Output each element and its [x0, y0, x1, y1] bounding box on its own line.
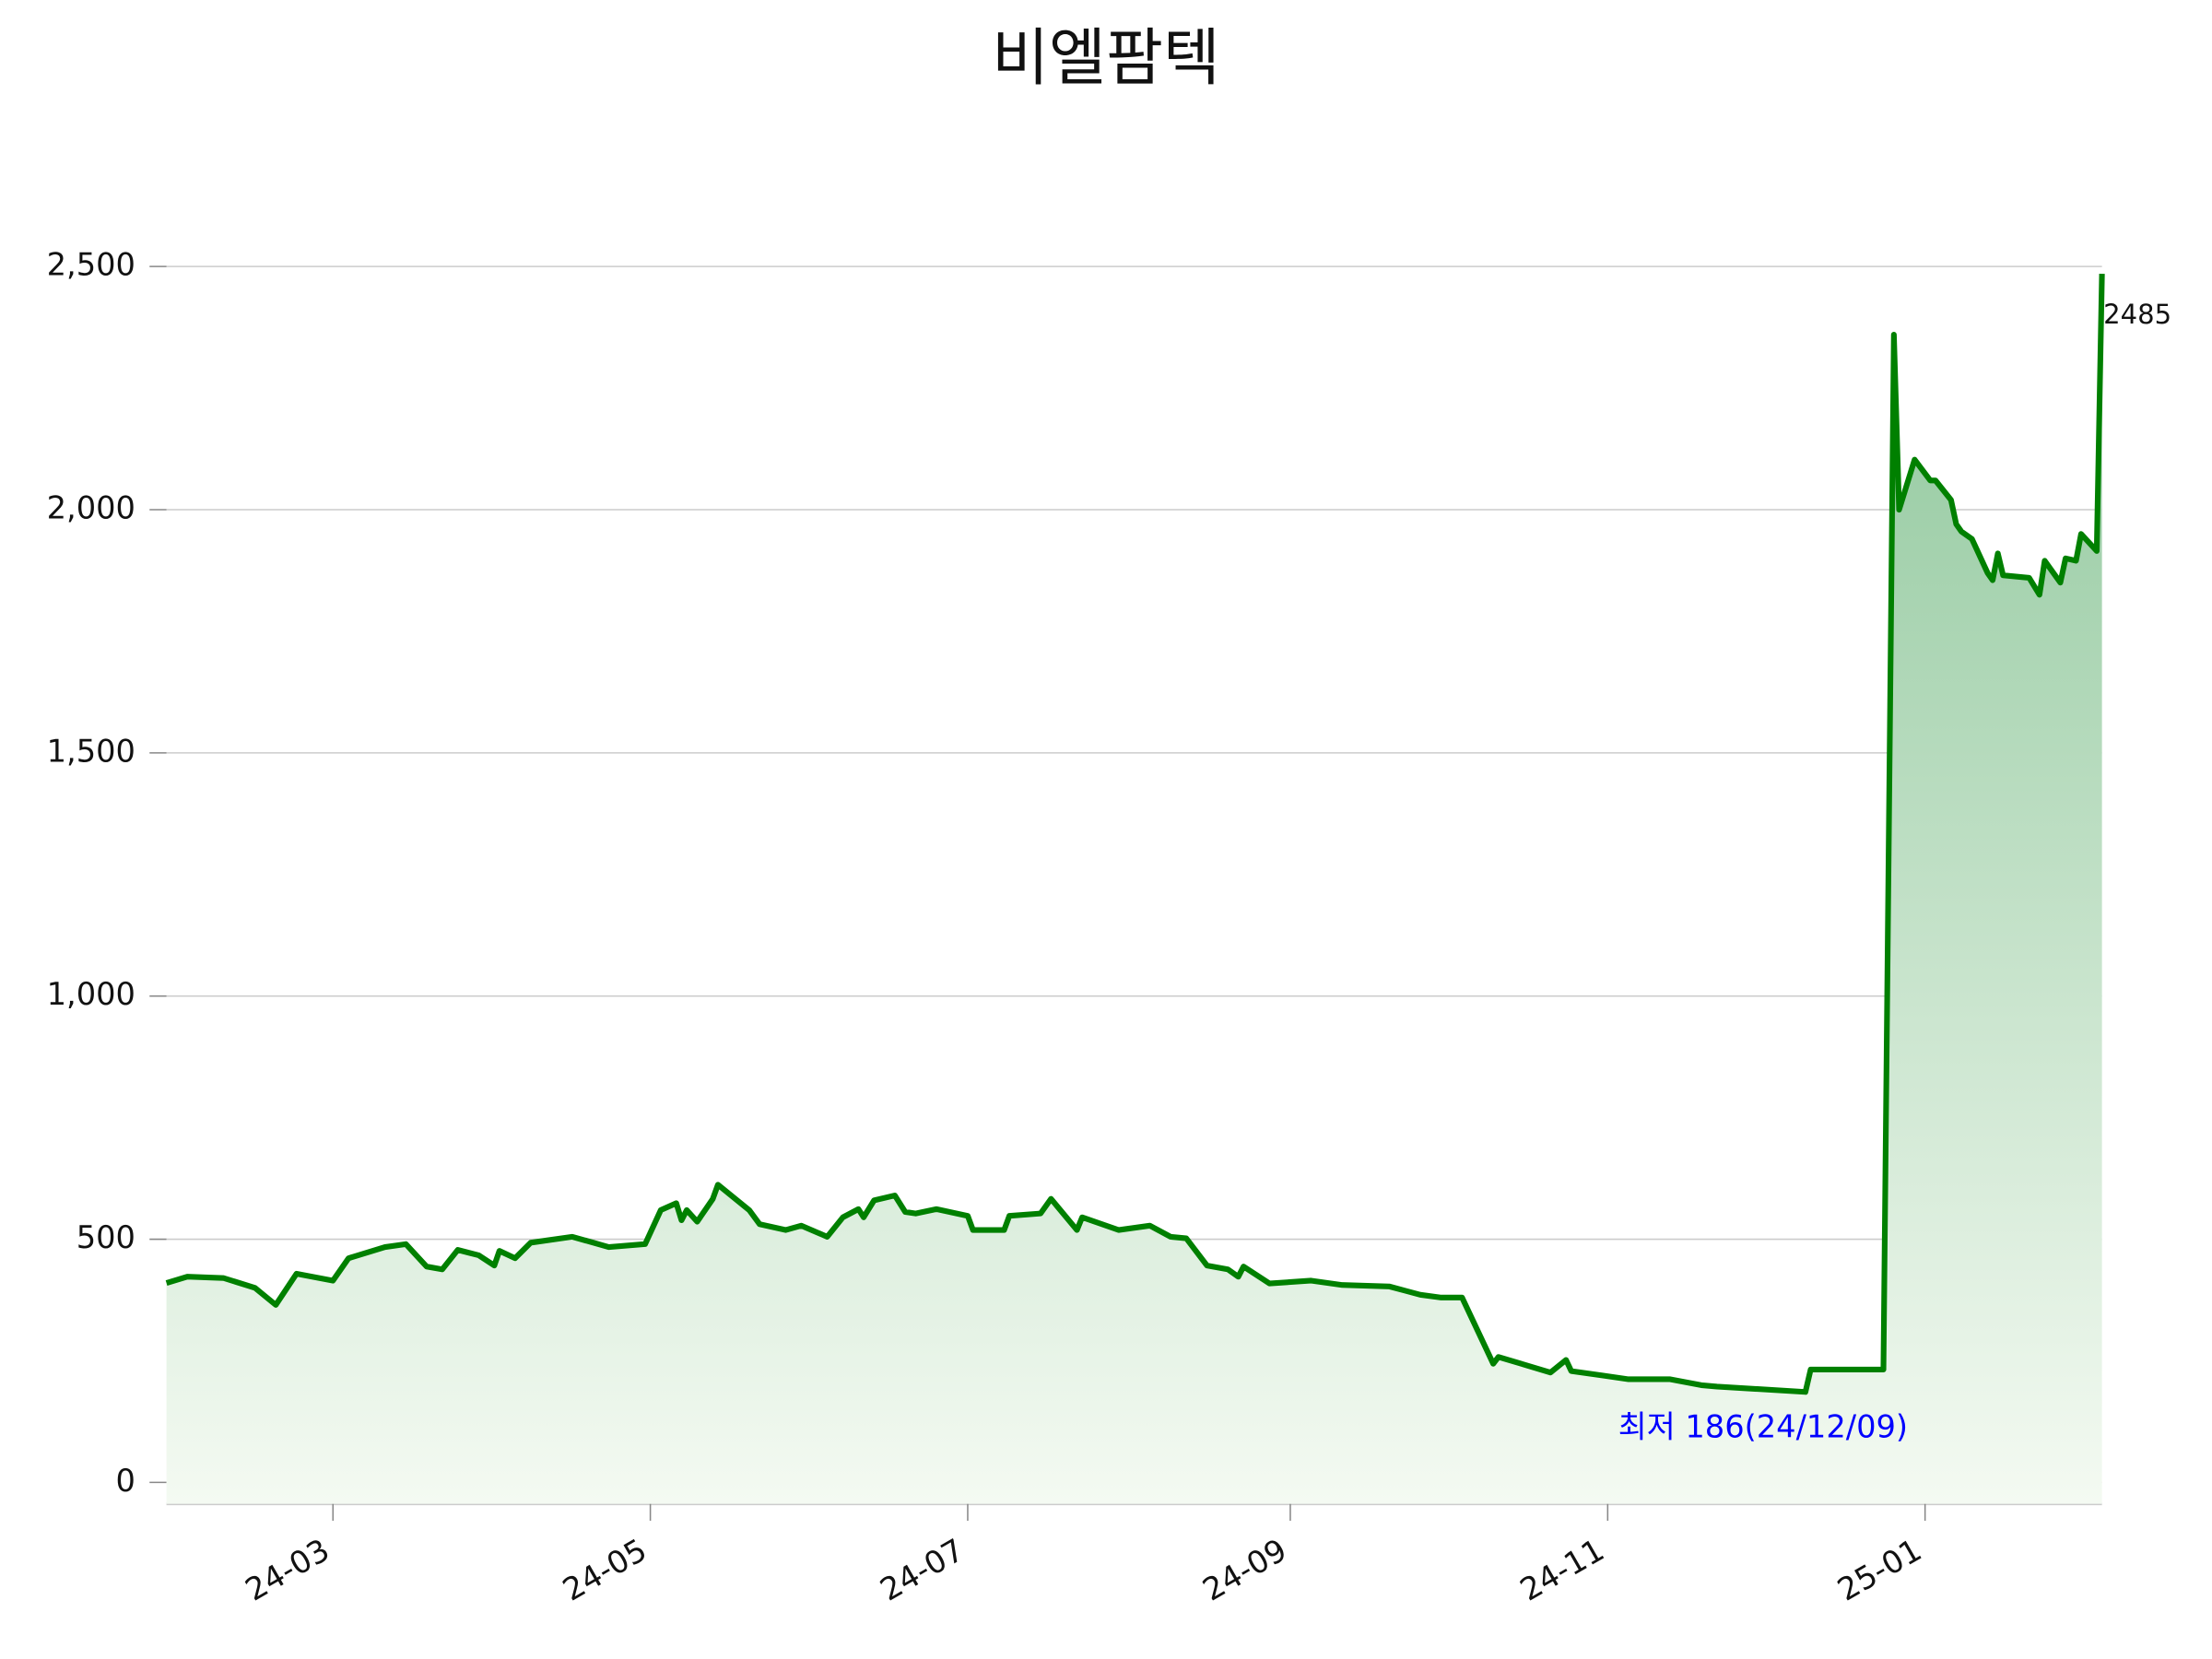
y-tick-label: 1,500 [47, 733, 135, 769]
chart-title: 비엘팜텍 [992, 21, 1220, 94]
area [166, 274, 2102, 1504]
x-tick-label: 24-03 [240, 1532, 335, 1608]
y-tick-label: 1,000 [47, 976, 135, 1012]
x-tick-label: 24-11 [1514, 1532, 1610, 1608]
y-tick-label: 2,000 [47, 490, 135, 526]
x-tick-label: 25-01 [1831, 1532, 1927, 1608]
x-tick-label: 24-07 [874, 1532, 970, 1608]
x-tick-label: 24-09 [1196, 1532, 1292, 1608]
y-tick-label: 0 [116, 1463, 135, 1499]
y-tick-label: 500 [76, 1219, 135, 1255]
x-tick-label: 24-05 [557, 1532, 653, 1608]
last-value-label: 2485 [2103, 299, 2171, 330]
line [165, 274, 2105, 1395]
min-annotation: 최저 186(24/12/09) [1618, 1409, 1908, 1445]
y-tick-label: 2,500 [47, 247, 135, 283]
